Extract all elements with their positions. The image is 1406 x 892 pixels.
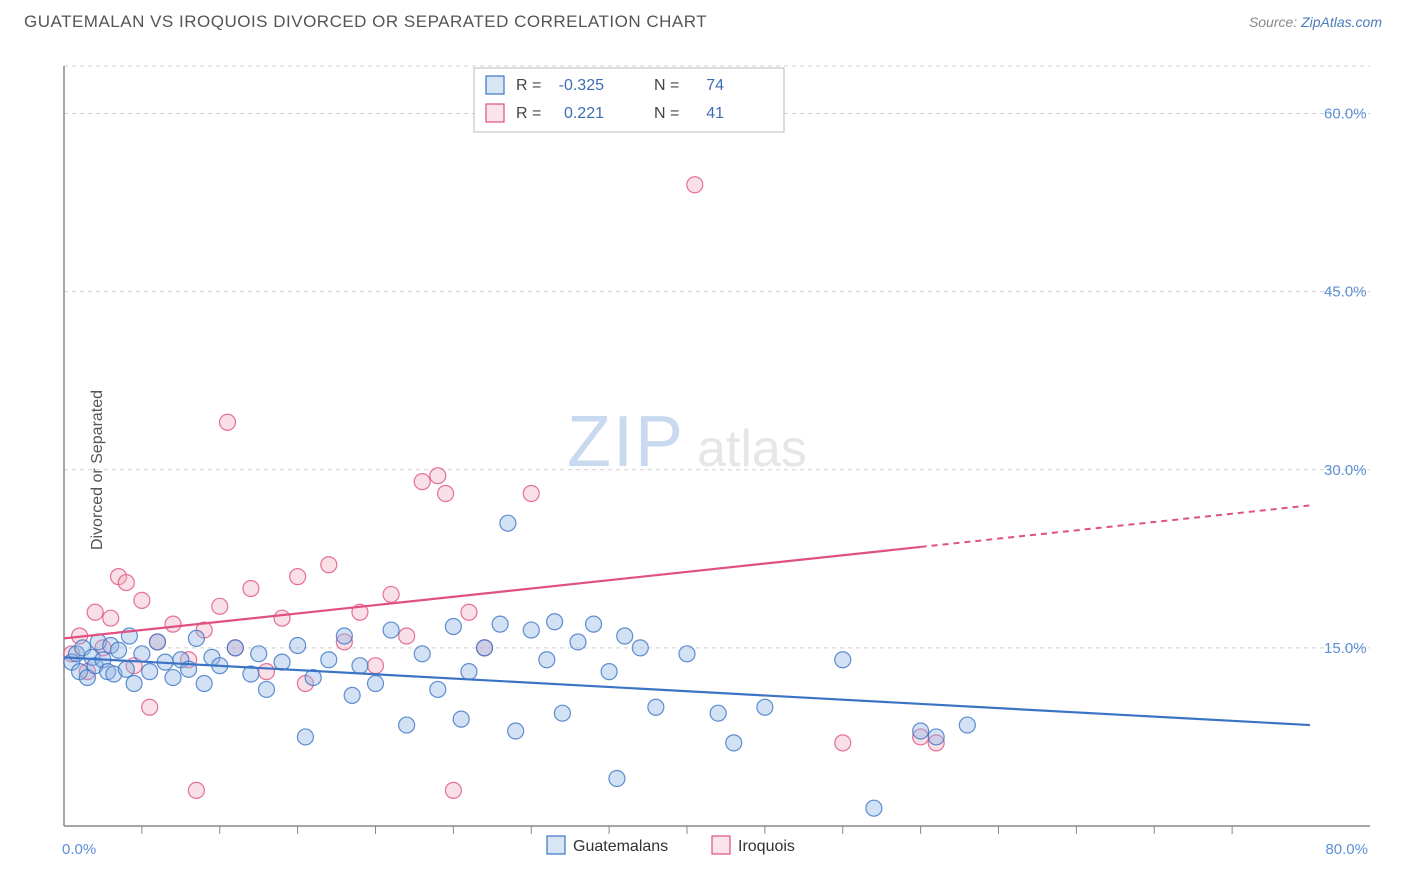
chart-title: GUATEMALAN VS IROQUOIS DIVORCED OR SEPAR…	[24, 12, 707, 32]
source-link[interactable]: ZipAtlas.com	[1301, 14, 1382, 30]
svg-text:N =: N =	[654, 105, 679, 122]
svg-text:0.0%: 0.0%	[62, 841, 96, 858]
svg-text:60.0%: 60.0%	[1324, 106, 1367, 123]
svg-text:R =: R =	[516, 77, 541, 94]
source-label: Source: ZipAtlas.com	[1249, 14, 1382, 30]
svg-text:R =: R =	[516, 105, 541, 122]
svg-text:30.0%: 30.0%	[1324, 462, 1367, 479]
svg-text:41: 41	[706, 105, 724, 122]
svg-text:ZIP: ZIP	[567, 402, 685, 482]
svg-text:atlas: atlas	[697, 420, 807, 478]
svg-text:Guatemalans: Guatemalans	[573, 838, 668, 855]
svg-text:N =: N =	[654, 77, 679, 94]
svg-text:-0.325: -0.325	[559, 77, 604, 94]
svg-text:15.0%: 15.0%	[1324, 640, 1367, 657]
svg-text:45.0%: 45.0%	[1324, 284, 1367, 301]
svg-text:0.221: 0.221	[564, 105, 604, 122]
svg-text:74: 74	[706, 77, 724, 94]
svg-text:Iroquois: Iroquois	[738, 838, 795, 855]
correlation-scatter-chart: 15.0% 30.0% 45.0% 60.0% ZIPatlas 0.0% 80.0% R =…	[24, 48, 1382, 880]
svg-text:80.0%: 80.0%	[1325, 841, 1368, 858]
y-axis-label: Divorced or Separated	[89, 390, 107, 550]
